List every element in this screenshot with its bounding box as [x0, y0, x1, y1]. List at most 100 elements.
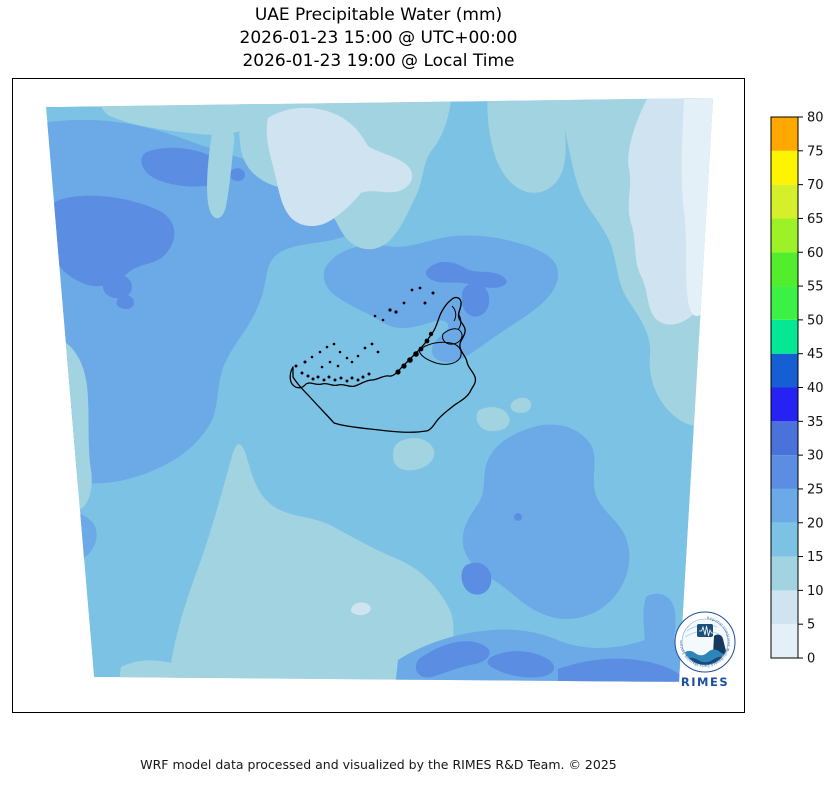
figure-title-block: UAE Precipitable Water (mm) 2026-01-23 1… [12, 4, 745, 73]
colorbar-tick-label: 35 [807, 415, 824, 430]
colorbar-band-5-10 [771, 590, 798, 625]
island-dot [333, 378, 337, 382]
contour-region-25-30mm [514, 513, 522, 521]
island-dot [423, 301, 427, 305]
logo-seismo-wave-icon [699, 625, 715, 637]
contour-region-20-25mm [643, 593, 676, 666]
uae-island-dots [294, 286, 435, 383]
contour-region-25-30mm [461, 562, 492, 595]
island-dot [418, 286, 422, 290]
colorbar-tick-label: 20 [807, 516, 824, 531]
emirate-border-line [442, 328, 463, 345]
island-dot [370, 342, 374, 346]
island-dot [410, 288, 414, 292]
contour-region-10-15mm [393, 438, 435, 471]
contour-region-25-30mm [558, 658, 684, 682]
island-dot [413, 351, 419, 357]
island-dot [418, 346, 424, 352]
island-dot [376, 350, 380, 354]
contour-region-25-30mm [102, 274, 133, 299]
island-dot [381, 318, 385, 322]
rimes-logo-wordmark: RIMES [681, 675, 729, 689]
island-dot [363, 346, 367, 350]
colorbar-band-50-55 [771, 286, 798, 320]
colorbar-tick-label: 50 [807, 313, 824, 328]
island-dot [350, 360, 354, 364]
colorbar-band-30-35 [771, 421, 798, 456]
island-dot [373, 314, 377, 318]
colorbar-tick-label: 75 [807, 144, 824, 159]
colorbar-tick-label: 25 [807, 482, 824, 497]
island-dot [325, 345, 329, 349]
colorbar-band-65-70 [771, 184, 798, 219]
island-dot [338, 350, 342, 354]
contour-region-25-30mm [425, 261, 507, 288]
rimes-logo: Regional Integrated Multi-Hazard Early W… [674, 611, 736, 689]
colorbar-tick-label: 65 [807, 212, 824, 227]
island-dot [300, 371, 304, 375]
colorbar-band-55-60 [771, 252, 798, 287]
logo-silhouette [713, 634, 727, 655]
island-dot [303, 360, 307, 364]
colorbar: 0 5 10 15 20 25 30 35 40 45 50 55 60 65 70 75 80 [770, 111, 824, 667]
contour-region-10-15mm [118, 660, 203, 682]
island-dot [428, 331, 434, 337]
colorbar-tick-label: 15 [807, 550, 824, 565]
colorbar-band-45-50 [771, 319, 798, 354]
colorbar-band-25-30 [771, 455, 798, 489]
contour-region-25-30mm [229, 168, 245, 182]
contour-region-25-30mm [487, 651, 555, 678]
colorbar-tick-label: 40 [807, 381, 824, 396]
island-dot [310, 355, 314, 359]
contour-region-10-15mm [510, 397, 532, 414]
logo-wave-lower [682, 656, 728, 665]
island-dot [424, 338, 430, 344]
colorbar-band-10-15 [771, 556, 798, 591]
colorbar-tick-label: 30 [807, 449, 824, 464]
island-dot [345, 356, 349, 360]
emirate-border-line [418, 341, 462, 365]
colorbar-ticks: 0 5 10 15 20 25 30 35 40 45 50 55 60 65 70 75 80 [798, 111, 824, 667]
contour-region-5-10mm [266, 107, 413, 226]
page-title: UAE Precipitable Water (mm) [254, 5, 503, 25]
colorbar-band-20-25 [771, 488, 798, 523]
uae-border [289, 286, 477, 433]
contour-region-10-15mm [476, 407, 510, 432]
map-domain [46, 98, 713, 682]
contour-region-25-30mm [462, 283, 490, 317]
contour-region-0-5mm [681, 98, 713, 316]
contour-region-25-30mm [47, 195, 175, 287]
colorbar-band-60-65 [771, 218, 798, 253]
colorbar-band-70-75 [771, 150, 798, 185]
island-dot [332, 342, 336, 346]
contour-region-25-30mm [116, 295, 134, 310]
island-dot [395, 369, 401, 375]
uae-outline-path [289, 296, 477, 433]
island-dot [345, 379, 349, 383]
colorbar-tick-label: 45 [807, 347, 824, 362]
contour-region-5-10mm [350, 602, 371, 616]
colorbar-tick-label: 55 [807, 280, 824, 295]
island-dot [350, 376, 354, 380]
colorbar-tick-label: 5 [807, 618, 815, 633]
island-dot [294, 364, 298, 368]
island-dot [388, 308, 392, 312]
island-dot [306, 374, 310, 378]
contour-region-25-30mm [415, 641, 490, 678]
contour-region-10-15mm [207, 124, 235, 219]
colorbar-band-35-40 [771, 387, 798, 422]
island-dot [361, 375, 365, 379]
colorbar-tick-label: 70 [807, 178, 824, 193]
island-dot [339, 376, 343, 380]
colorbar-band-15-20 [771, 522, 798, 557]
contour-region-25-30mm [141, 147, 227, 187]
contour-region-20-25mm [323, 235, 559, 363]
uae-internal-borders [418, 305, 463, 365]
colorbar-tick-label: 0 [807, 652, 815, 667]
colorbar-band-40-45 [771, 353, 798, 388]
colorbar-tick-label: 10 [807, 584, 824, 599]
island-dot [328, 360, 332, 364]
island-dot [356, 378, 360, 382]
